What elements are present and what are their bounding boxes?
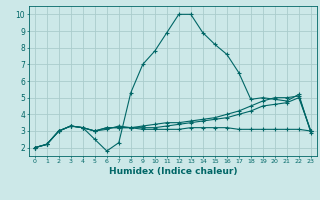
X-axis label: Humidex (Indice chaleur): Humidex (Indice chaleur) xyxy=(108,167,237,176)
